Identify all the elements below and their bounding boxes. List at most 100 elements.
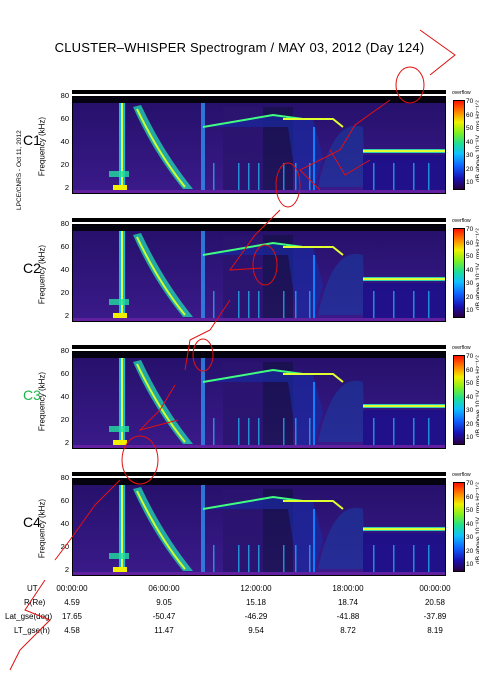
y-tick-label: 40 [60,137,69,146]
spectrogram-panel-c3: C3 Frequency (kHz) 80 60 40 20 2 overflow 70 60 50… [20,345,479,465]
r-4: 20.58 [424,598,446,607]
colorbar-tick: 40 [466,520,474,528]
colorbar-tick: 20 [466,293,474,301]
lt-1: 11.47 [154,626,174,635]
spectrogram-panel-c2: C2 Frequency (kHz) 80 60 40 20 2 overflow 70 60 50… [20,218,479,338]
y-tick-label: 2 [64,565,69,574]
colorbar-tick: 60 [466,111,474,119]
colorbar-overflow-label: overflow [452,218,471,224]
lt-0: 4.58 [64,626,80,635]
colorbar-tick: 40 [466,266,474,274]
colorbar-tick: 60 [466,239,474,247]
annotation-loop-2 [275,162,301,208]
colorbar-tick: 40 [466,393,474,401]
y-tick-label: 80 [60,219,69,228]
y-tick-label: 60 [60,369,69,378]
y-tick-label: 60 [60,114,69,123]
spectrogram-plot [72,96,446,194]
y-tick-label: 2 [64,311,69,320]
panel-top-bar [72,218,446,222]
colorbar-tick: 10 [466,307,474,314]
panel-label: C3 [23,387,41,403]
colorbar-tick: 60 [466,493,474,501]
colorbar-tick: 70 [466,226,474,233]
r-0: 4.59 [64,598,80,607]
colorbar-tick: 10 [466,434,474,441]
annotation-stroke-6 [138,384,179,431]
colorbar-overflow-label: overflow [452,472,471,478]
ut-1: 06:00:00 [148,584,180,593]
colorbar [453,100,465,190]
panel-label: C4 [23,514,41,530]
colorbar [453,482,465,572]
lat-4: -37.89 [423,612,447,621]
ut-2: 12:00:00 [240,584,272,593]
lat-1: -50.47 [152,612,176,621]
annotation-loop-5 [121,435,159,485]
y-tick-label: 20 [60,160,69,169]
y-tick-label: 60 [60,496,69,505]
annotation-loop-4 [192,338,214,372]
spectrogram-plot [72,224,446,322]
y-tick-label: 60 [60,242,69,251]
colorbar-tick: 30 [466,280,474,287]
colorbar-tick: 30 [466,407,474,414]
r-2: 15.18 [245,598,267,607]
colorbar-overflow-label: overflow [452,345,471,351]
colorbar-tick: 70 [466,98,474,105]
y-tick-label: 80 [60,473,69,482]
y-tick-label: 80 [60,346,69,355]
header-ut: UT [27,584,38,593]
panel-top-bar [72,345,446,349]
colorbar-tick: 50 [466,125,474,132]
colorbar-tick: 10 [466,561,474,568]
annotation-stroke-7 [54,479,121,561]
ut-0: 00:00:00 [56,584,88,593]
annotation-loop-3 [252,244,278,286]
colorbar-overflow-label: overflow [452,90,471,96]
annotation-stroke-4 [228,209,281,271]
y-tick-label: 40 [60,519,69,528]
spectrogram-image [73,97,445,193]
colorbar-tick: 10 [466,179,474,186]
colorbar-tick: 40 [466,138,474,146]
colorbar-tick: 30 [466,152,474,159]
lt-3: 8.72 [340,626,356,635]
y-tick-label: 2 [64,438,69,447]
y-tick-label: 40 [60,392,69,401]
annotation-stroke-3 [329,149,371,176]
colorbar [453,228,465,318]
y-tick-label: 20 [60,415,69,424]
ephemeris-table: UT R(Re) Lat_gse(deg) LT_gse(h) 00:00:00… [0,580,479,670]
ut-4: 00:00:00 [419,584,451,593]
spectrogram-plot [72,478,446,576]
lt-2: 9.54 [248,626,264,635]
colorbar-tick: 70 [466,480,474,487]
colorbar-tick: 30 [466,534,474,541]
colorbar-tick: 70 [466,353,474,360]
panel-label: C1 [23,132,41,148]
spectrogram-plot [72,351,446,449]
colorbar-tick: 50 [466,253,474,260]
annotation-stroke-2 [299,99,391,191]
y-tick-label: 80 [60,91,69,100]
ut-3: 18:00:00 [332,584,364,593]
lat-3: -41.88 [336,612,360,621]
header-r: R(Re) [24,598,46,607]
spectrogram-image [73,225,445,321]
colorbar-tick: 50 [466,507,474,514]
header-lt: LT_gse(h) [14,626,50,635]
lt-4: 8.19 [427,626,443,635]
colorbar-tick: 20 [466,420,474,428]
annotation-stroke-1 [419,29,456,76]
annotation-stroke-8 [9,579,51,671]
spectrogram-image [73,352,445,448]
header-lat: Lat_gse(deg) [5,612,53,621]
chart-title: CLUSTER–WHISPER Spectrogram / MAY 03, 20… [54,40,425,55]
colorbar-tick: 60 [466,366,474,374]
colorbar-tick: 20 [466,547,474,555]
colorbar-tick: 50 [466,380,474,387]
y-tick-label: 2 [64,183,69,192]
annotation-stroke-5 [184,299,231,371]
